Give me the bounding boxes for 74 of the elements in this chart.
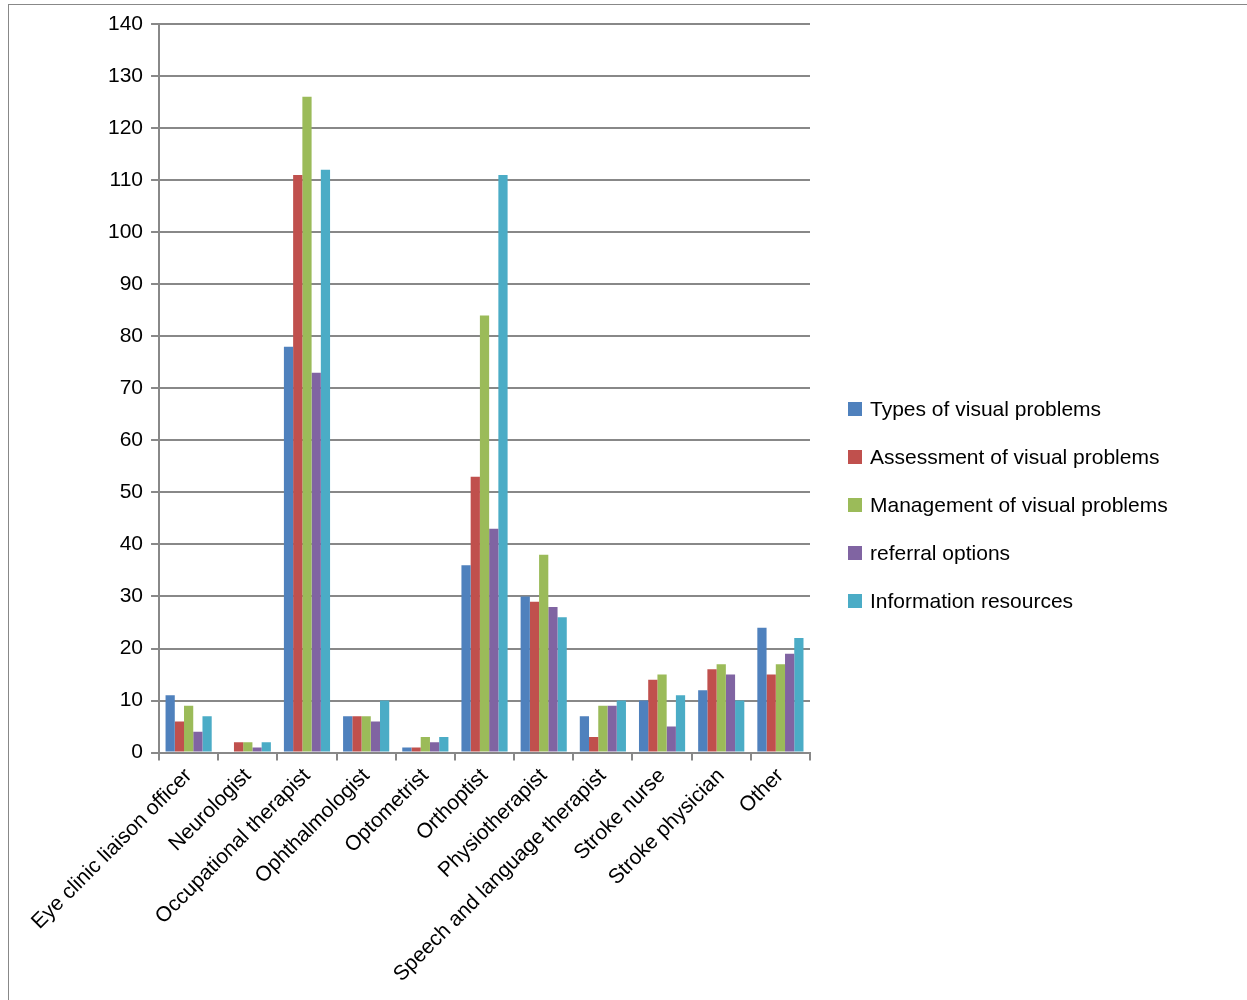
bar [361,716,371,752]
bar [243,742,253,752]
bar [520,596,530,752]
y-tick-label: 50 [119,479,144,503]
bar [202,716,212,752]
bar [775,664,786,752]
bar [174,721,185,752]
bar [252,747,262,752]
bar [785,653,795,752]
bar [589,736,599,752]
bar [498,174,508,752]
bar [193,731,203,752]
bar [539,554,549,752]
bar [461,565,471,752]
bar [766,674,776,752]
bar [489,528,499,752]
bar [607,705,617,752]
bar [293,174,303,752]
y-tick-label: 110 [109,166,144,190]
y-tick-label: 80 [119,323,144,347]
bar [470,476,480,752]
bar [529,601,540,752]
y-tick-label: 130 [107,62,144,86]
bar [648,679,658,752]
bar [638,700,649,752]
bar [675,695,686,752]
bar [233,742,244,752]
legend-label: Management of visual problems [870,493,1168,517]
bar [698,690,708,752]
y-tick-label: 100 [107,218,144,242]
bar [302,96,312,752]
bar [735,700,745,752]
y-tick-label: 0 [131,739,144,763]
bar [725,674,736,752]
y-tick-label: 20 [119,635,144,659]
bar [757,627,767,752]
bar [598,705,608,752]
bar [666,726,676,752]
bar [370,721,381,752]
bar [343,716,353,752]
bar [616,700,626,752]
bar [429,742,440,752]
y-tick-label: 120 [107,114,144,138]
y-tick-label: 10 [119,687,144,711]
bar [716,664,726,752]
y-tick-label: 40 [119,531,144,555]
bar [311,372,321,752]
bar [548,606,558,752]
bar [411,747,421,752]
legend-label: Types of visual problems [870,397,1102,421]
bar [283,346,294,752]
bar [165,695,175,752]
bar [320,169,331,752]
y-tick-label: 90 [119,271,144,295]
bar [794,638,804,752]
bar [420,736,430,752]
y-tick-label: 30 [119,583,144,607]
bar [707,669,717,752]
bar [557,617,567,752]
bar [439,736,449,752]
bar [657,674,667,752]
bar [380,700,390,752]
legend-label: Information resources [870,589,1074,613]
bar [579,716,590,752]
bar [479,315,490,752]
bar [184,705,194,752]
legend-label: Assessment of visual problems [870,445,1160,469]
bar [352,716,362,752]
legend-label: referral options [870,541,1011,565]
bar [261,742,271,752]
bar [402,747,412,752]
y-tick-label: 60 [119,427,144,451]
y-tick-label: 140 [107,10,144,34]
y-tick-label: 70 [119,375,144,399]
